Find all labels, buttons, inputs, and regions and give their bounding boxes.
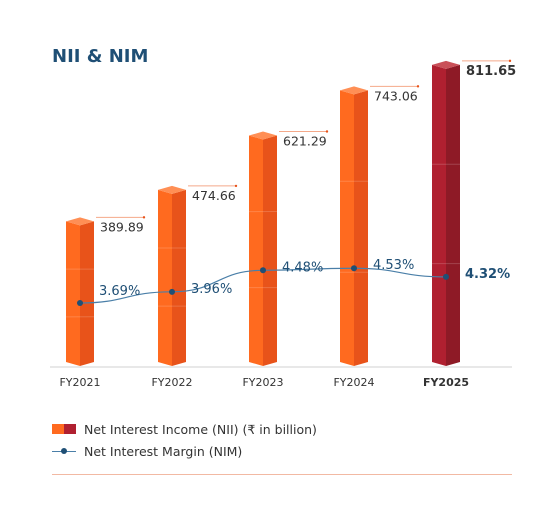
x-tick-label-FY2024: FY2024 [333,376,374,389]
nim-point-FY2023 [260,267,266,274]
bar-FY2023-side [263,135,277,366]
nim-point-FY2024 [351,265,357,272]
bar-FY2022-top [158,185,186,194]
legend-label-nii: Net Interest Income (NII) (₹ in billion) [84,421,317,437]
x-tick-label-FY2022: FY2022 [151,376,192,389]
bar-FY2024-side [354,90,368,366]
x-tick-label-FY2023: FY2023 [242,376,283,389]
nim-point-FY2022 [169,288,175,295]
legend-bar-swatch [52,424,76,434]
nim-label-FY2023: 4.48% [282,260,323,275]
legend-line-swatch [52,446,76,456]
bar-FY2021-front [66,221,80,366]
bar-FY2023-front [249,135,263,366]
legend-label-nim: Net Interest Margin (NIM) [84,443,243,459]
chart-title: NII & NIM [52,46,149,67]
x-tick-label-FY2021: FY2021 [59,376,100,389]
legend-item-nii: Net Interest Income (NII) (₹ in billion) [52,418,317,440]
nim-point-FY2025 [443,273,449,280]
bar-FY2025-top [432,60,460,69]
bar-value-label-FY2021: 389.89 [100,219,144,234]
bar-value-label-FY2024: 743.06 [374,88,418,103]
bar-FY2023-top [249,131,277,140]
leader-dot-FY2022 [234,184,238,188]
leader-dot-FY2024 [416,85,420,88]
legend-item-nim: Net Interest Margin (NIM) [52,440,317,462]
bar-value-label-FY2025: 811.65 [466,64,516,79]
nim-point-FY2021 [77,300,83,306]
leader-dot-FY2021 [142,216,146,219]
bar-FY2022-side [172,189,186,366]
bar-FY2024-front [340,90,354,366]
chart-legend: Net Interest Income (NII) (₹ in billion)… [52,418,317,462]
x-tick-label-FY2025: FY2025 [423,376,469,389]
nim-label-FY2022: 3.96% [191,282,232,297]
footer-divider [52,474,512,475]
leader-dot-FY2025 [508,59,512,63]
bar-FY2025-front [432,64,446,366]
bar-value-label-FY2023: 621.29 [283,134,327,149]
bar-FY2025-side [446,64,460,366]
bar-FY2021-side [80,221,94,366]
bar-FY2021-top [66,217,94,226]
bar-FY2022-front [158,189,172,366]
nim-label-FY2025: 4.32% [465,267,510,282]
nim-label-FY2024: 4.53% [373,258,414,273]
leader-dot-FY2023 [325,130,329,133]
bar-value-label-FY2022: 474.66 [192,188,236,203]
bar-FY2024-top [340,86,368,95]
nim-label-FY2021: 3.69% [99,284,140,299]
